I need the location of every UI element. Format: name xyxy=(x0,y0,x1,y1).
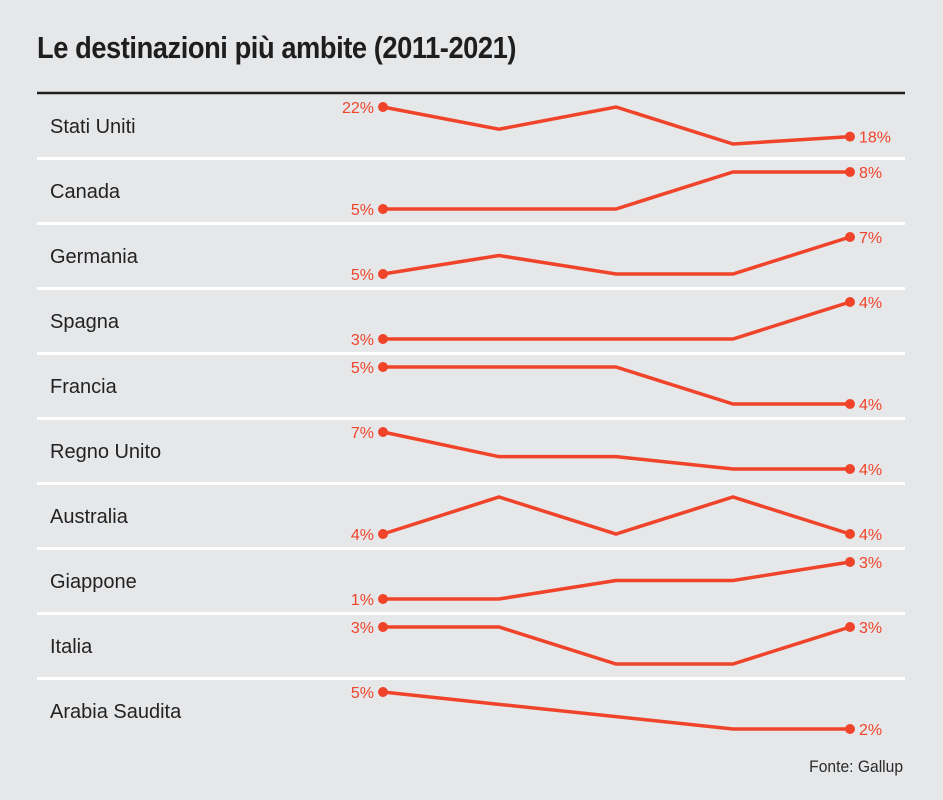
start-value-label: 3% xyxy=(351,332,374,349)
series-line xyxy=(382,235,851,276)
data-point xyxy=(378,204,388,214)
end-value-label: 8% xyxy=(859,165,882,182)
row-regno-unito: Regno Unito 7% 4% xyxy=(37,417,905,479)
row-canada: Canada 5% 8% xyxy=(37,157,905,219)
country-label: Italia xyxy=(50,636,93,658)
series-line xyxy=(382,430,850,471)
end-value-label: 7% xyxy=(859,230,882,247)
data-point xyxy=(845,297,855,307)
start-value-label: 5% xyxy=(351,267,374,284)
data-point xyxy=(845,622,855,632)
end-value-label: 4% xyxy=(859,295,882,312)
series-line xyxy=(383,365,850,406)
start-value-label: 7% xyxy=(351,425,374,442)
row-germania: Germania 5% 7% xyxy=(37,222,905,284)
chart-title: Le destinazioni più ambite (2011-2021) xyxy=(37,30,517,65)
country-label: Germania xyxy=(50,246,139,268)
row-stati-uniti: Stati Uniti 22% 18% xyxy=(50,100,891,147)
end-value-label: 4% xyxy=(859,527,882,544)
country-label: Regno Unito xyxy=(50,441,161,463)
country-label: Arabia Saudita xyxy=(50,701,182,723)
start-value-label: 4% xyxy=(351,527,374,544)
data-point xyxy=(378,622,388,632)
data-point xyxy=(378,362,388,372)
end-value-label: 18% xyxy=(859,130,891,147)
country-label: Giappone xyxy=(50,571,137,593)
data-point xyxy=(378,334,388,344)
row-giappone: Giappone 1% 3% xyxy=(37,547,905,609)
data-point xyxy=(845,131,855,142)
series-line xyxy=(383,560,851,601)
series-line xyxy=(382,690,850,731)
data-point xyxy=(845,167,855,177)
start-value-label: 22% xyxy=(342,100,374,117)
country-label: Australia xyxy=(50,506,129,528)
series-line xyxy=(383,300,851,341)
data-point xyxy=(845,464,855,474)
end-value-label: 3% xyxy=(859,555,882,572)
country-label: Stati Uniti xyxy=(50,116,136,138)
series-line xyxy=(383,625,851,666)
data-point xyxy=(845,399,855,409)
end-value-label: 2% xyxy=(859,722,882,739)
row-francia: Francia 5% 4% xyxy=(37,352,905,414)
end-value-label: 4% xyxy=(859,462,882,479)
series-line xyxy=(383,170,850,211)
row-australia: Australia 4% 4% xyxy=(37,482,905,544)
data-point xyxy=(378,102,388,112)
data-point xyxy=(845,529,855,539)
data-point xyxy=(845,232,855,242)
data-point xyxy=(845,724,855,734)
start-value-label: 5% xyxy=(351,360,374,377)
start-value-label: 5% xyxy=(351,202,374,219)
country-label: Canada xyxy=(50,181,121,203)
series-line xyxy=(382,495,851,536)
start-value-label: 1% xyxy=(351,592,374,609)
data-point xyxy=(378,269,388,279)
end-value-label: 4% xyxy=(859,397,882,414)
data-point xyxy=(845,557,855,567)
country-label: Francia xyxy=(50,376,118,398)
end-value-label: 3% xyxy=(859,620,882,637)
row-arabia-saudita: Arabia Saudita 5% 2% xyxy=(37,677,905,739)
country-label: Spagna xyxy=(50,311,120,333)
row-spagna: Spagna 3% 4% xyxy=(37,287,905,349)
series-line xyxy=(382,105,851,146)
row-italia: Italia 3% 3% xyxy=(37,612,905,666)
start-value-label: 5% xyxy=(351,685,374,702)
source-note: Fonte: Gallup xyxy=(809,757,903,776)
start-value-label: 3% xyxy=(351,620,374,637)
data-point xyxy=(378,529,388,539)
data-point xyxy=(378,594,388,604)
data-point xyxy=(378,687,388,697)
data-point xyxy=(378,427,388,437)
